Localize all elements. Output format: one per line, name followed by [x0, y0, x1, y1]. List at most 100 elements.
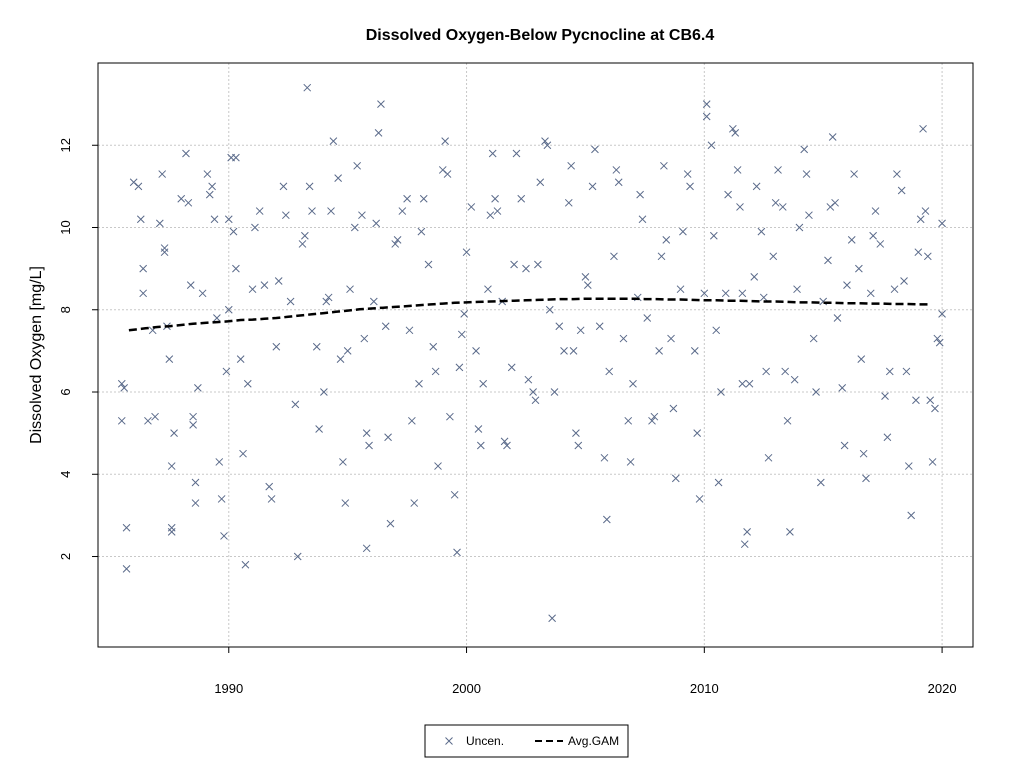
data-point [828, 133, 837, 141]
data-point [876, 240, 885, 248]
data-point [543, 141, 552, 150]
data-point [210, 215, 219, 224]
data-point [534, 260, 542, 269]
data-point [581, 273, 590, 281]
data-point [208, 182, 216, 191]
data-point [165, 355, 174, 363]
data-point [541, 137, 549, 145]
y-axis-label: Dissolved Oxygen [mg/L] [28, 266, 45, 444]
data-point [907, 511, 916, 520]
data-point [904, 462, 913, 470]
data-point [298, 240, 307, 248]
legend-box [424, 724, 629, 758]
data-point [740, 540, 749, 549]
data-point [434, 462, 442, 470]
data-point [222, 367, 231, 376]
data-point [555, 322, 564, 331]
data-point [752, 182, 761, 191]
data-point [255, 207, 264, 215]
data-point [472, 347, 480, 355]
data-point [267, 495, 276, 503]
data-point [474, 425, 483, 433]
data-point [324, 293, 333, 302]
data-point [393, 235, 402, 244]
data-point [191, 478, 200, 487]
data-point [224, 305, 233, 314]
data-point [574, 441, 583, 450]
data-point [531, 396, 540, 405]
data-point [545, 305, 554, 314]
data-point [809, 334, 818, 343]
data-point [771, 198, 780, 207]
data-point [343, 347, 352, 355]
data-point [377, 100, 385, 108]
data-point [583, 281, 592, 289]
data-point [795, 223, 804, 232]
data-point [429, 342, 438, 351]
data-point [322, 297, 331, 306]
data-point [305, 182, 314, 191]
data-point [560, 347, 568, 355]
data-point [229, 227, 238, 236]
legend-x-marker [445, 737, 453, 745]
data-point [167, 462, 176, 470]
data-point [738, 289, 747, 298]
data-point [700, 289, 709, 298]
data-point [731, 129, 740, 137]
data-point [158, 170, 167, 178]
data-point [189, 412, 197, 421]
data-point [843, 281, 851, 289]
data-point [239, 449, 247, 458]
data-point [460, 310, 469, 318]
data-point [232, 264, 240, 273]
data-point [600, 453, 609, 462]
gam-line [128, 297, 928, 332]
data-point [524, 375, 533, 384]
data-point [790, 375, 799, 384]
data-point [707, 141, 716, 150]
data-point [120, 384, 129, 392]
data-point [738, 379, 747, 388]
data-point [329, 137, 338, 145]
data-point [750, 273, 759, 281]
data-point [529, 388, 537, 396]
data-point [602, 515, 611, 524]
legend-label-gam: Avg.GAM [568, 734, 619, 748]
legend-label-uncen: Uncen. [466, 734, 504, 748]
data-point [786, 527, 794, 536]
data-point [182, 149, 190, 158]
data-point [151, 412, 159, 421]
x-tick-label: 1990 [214, 681, 243, 696]
data-point [550, 388, 559, 396]
data-point [205, 190, 214, 199]
data-point [507, 363, 516, 372]
data-point [862, 474, 870, 483]
data-point [548, 614, 556, 623]
data-point [781, 367, 790, 376]
chart-title: Dissolved Oxygen-Below Pycnocline at CB6… [366, 27, 715, 44]
data-point [850, 170, 858, 178]
data-point [662, 235, 671, 244]
data-point [690, 347, 699, 355]
data-point [769, 252, 778, 261]
data-point [431, 367, 440, 376]
data-point [881, 392, 889, 400]
data-point [279, 182, 288, 191]
data-point [855, 264, 863, 273]
data-point [251, 223, 259, 232]
data-point [139, 264, 148, 273]
data-point [745, 379, 754, 388]
data-point [417, 227, 426, 236]
data-point [709, 231, 718, 240]
data-point [778, 203, 787, 211]
gam-series-line [128, 297, 928, 332]
data-point [638, 215, 647, 224]
data-point [122, 565, 131, 573]
data-point [816, 478, 825, 487]
data-point [536, 178, 545, 187]
y-tick-label: 8 [58, 306, 73, 313]
data-point [783, 416, 792, 425]
data-point [857, 355, 866, 363]
plot-frame [97, 62, 974, 648]
